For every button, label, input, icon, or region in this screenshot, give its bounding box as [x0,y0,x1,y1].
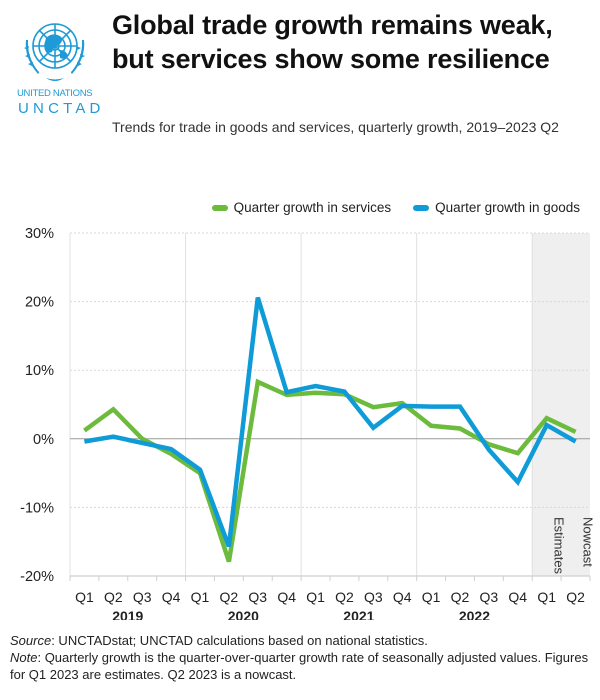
y-tick-label: 20% [25,295,54,311]
year-label: 2022 [459,608,490,620]
note-text-block: Note: Quarterly growth is the quarter-ov… [10,649,590,683]
source-note: Source: UNCTADstat; UNCTAD calculations … [10,632,590,649]
logo-text-unctad: UNCTAD [18,100,105,117]
x-tick-label: Q4 [162,589,181,605]
y-tick-label: -10% [20,500,54,516]
x-tick-label: Q2 [335,589,354,605]
x-tick-label: Q2 [104,589,123,605]
x-tick-label: Q3 [248,589,267,605]
shaded-regions: Estimates Nowcast [532,233,596,576]
series-lines [83,296,577,563]
x-tick-label: Q4 [277,589,296,605]
un-emblem-icon [24,23,85,81]
legend-label-services: Quarter growth in services [233,200,392,215]
logo-text-united-nations: UNITED NATIONS [17,88,93,99]
shaded-forecast-region [532,233,590,576]
y-tick-label: 0% [33,432,54,448]
note-label: Note [10,650,38,665]
footer-notes: Source: UNCTADstat; UNCTAD calculations … [10,632,590,683]
chart-subtitle: Trends for trade in goods and services, … [112,119,559,135]
x-axis-ticks: Q1 Q2 Q3 Q4 Q1 Q2 Q3 Q4 Q1 Q2 Q3 Q4 Q1 Q2 Q3 Q4 Q1 Q2 2019… [69,576,591,620]
legend-item-services[interactable]: Quarter growth in services [211,200,392,215]
x-tick-label: Q2 [451,589,470,605]
y-tick-label: 10% [25,363,54,379]
goods-line [84,296,577,548]
legend-label-goods: Quarter growth in goods [435,200,580,215]
x-tick-label: Q2 [566,589,585,605]
note-text: : Quarterly growth is the quarter-over-q… [10,650,589,682]
x-tick-label: Q4 [508,589,527,605]
y-axis-ticks: -20% -10% 0% 10% 20% 30% [20,226,54,585]
legend: Quarter growth in services Quarter growt… [211,200,580,215]
year-label: 2019 [112,608,143,620]
legend-swatch-goods [413,204,430,211]
year-label: 2021 [343,608,374,620]
services-line [83,378,577,563]
source-label: Source [10,633,52,648]
x-tick-label: Q2 [220,589,239,605]
x-tick-label: Q1 [306,589,325,605]
gridlines [69,232,590,577]
x-tick-label: Q1 [422,589,441,605]
x-tick-label: Q1 [75,589,94,605]
shaded-label-nowcast: Nowcast [581,517,596,567]
x-tick-label: Q1 [191,589,210,605]
year-label: 2020 [228,608,259,620]
x-tick-label: Q3 [480,589,499,605]
chart-title: Global trade growth remains weak, but se… [112,10,553,74]
source-text: : UNCTADstat; UNCTAD calculations based … [51,633,428,648]
legend-swatch-services [211,204,228,211]
shaded-label-estimates: Estimates [552,517,567,575]
un-emblem-logo [16,10,94,88]
legend-item-goods[interactable]: Quarter growth in goods [413,200,580,215]
x-tick-label: Q3 [364,589,383,605]
x-tick-label: Q4 [393,589,412,605]
y-tick-label: 30% [25,226,54,242]
y-tick-label: -20% [20,569,54,585]
x-tick-label: Q3 [133,589,152,605]
x-tick-label: Q1 [537,589,556,605]
line-chart: Estimates Nowcast -20%-10%0%10%20%30% Q1 Q… [20,226,596,620]
